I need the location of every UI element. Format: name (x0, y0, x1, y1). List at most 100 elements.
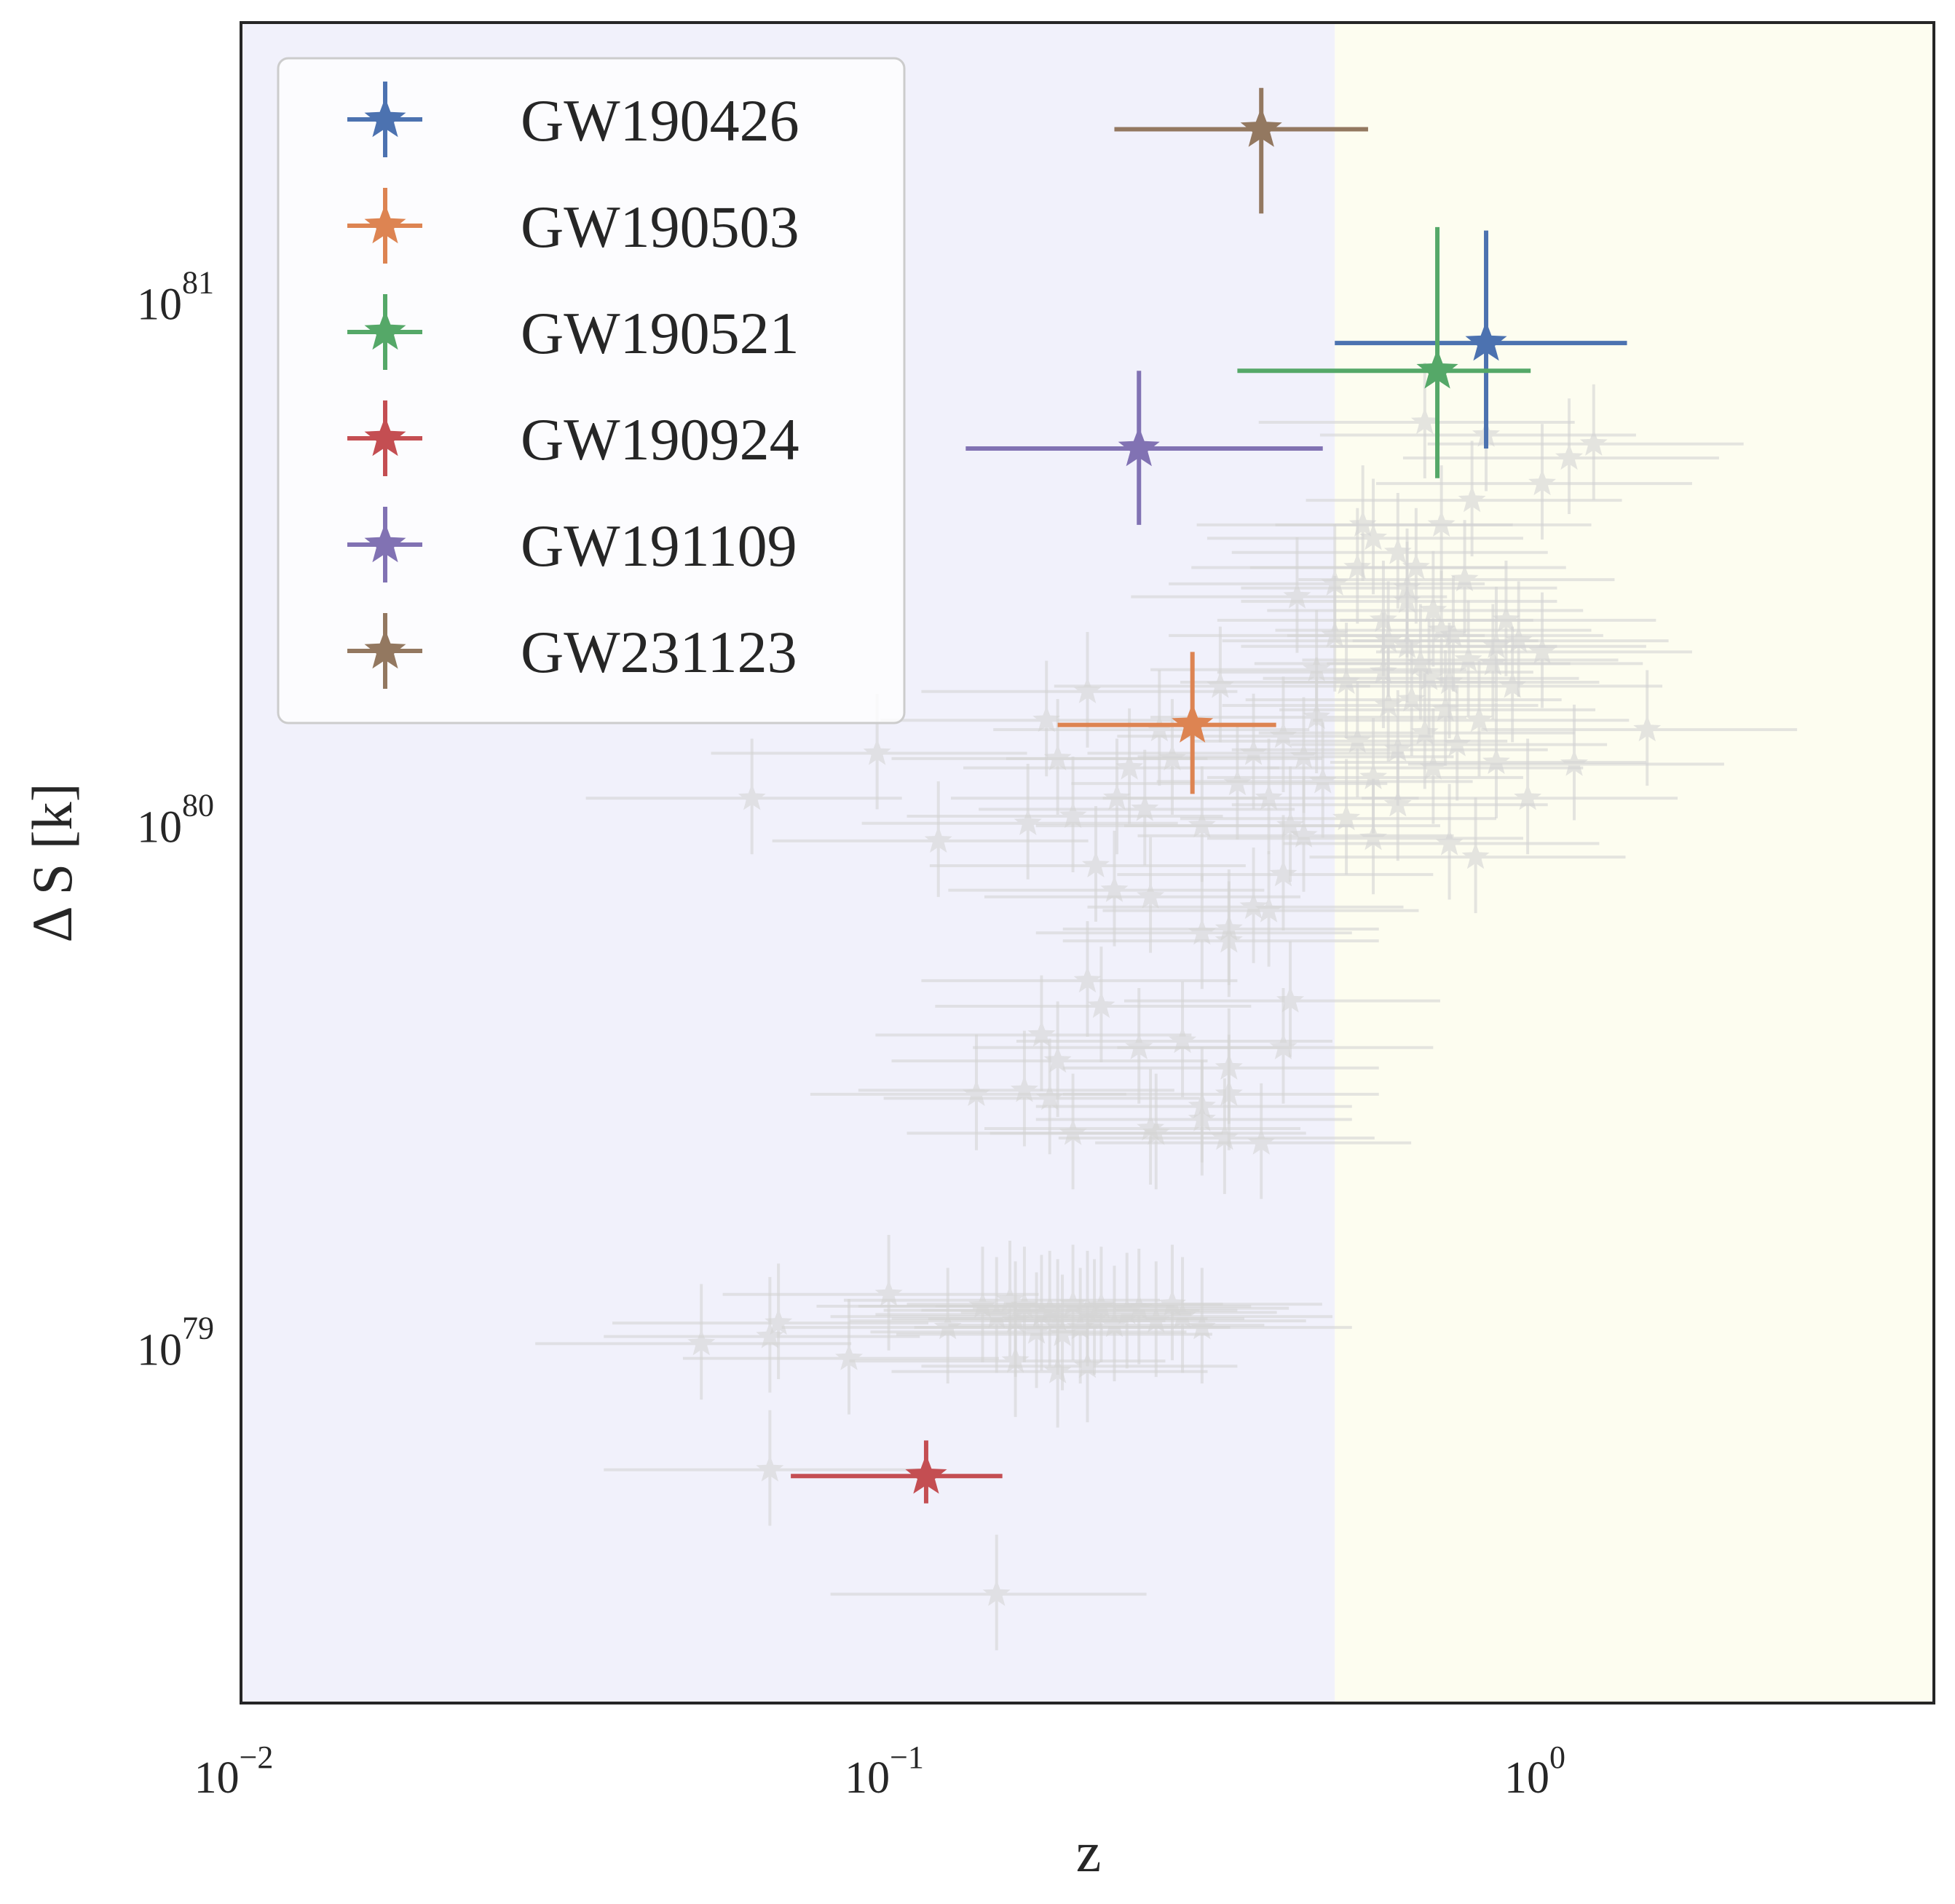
background-event (1095, 1083, 1412, 1199)
background-event-marker (1419, 753, 1448, 780)
background-event-marker (1283, 582, 1311, 609)
legend-swatch-marker (364, 98, 406, 138)
background-event (1327, 604, 1643, 720)
background-event-marker (1343, 726, 1372, 754)
y-axis-label: Δ S [k] (20, 783, 84, 942)
background-event-marker (1073, 1351, 1102, 1378)
background-event-marker (1048, 1319, 1076, 1346)
background-event-marker (1435, 829, 1464, 856)
event-marker (1172, 703, 1214, 743)
background-event (870, 1272, 1187, 1389)
legend-swatch-marker (364, 629, 406, 669)
background-event-marker (1206, 671, 1234, 698)
background-event (1313, 660, 1630, 777)
plot-frame (240, 21, 1935, 1704)
background-event (772, 781, 1089, 897)
background-event (1123, 941, 1440, 1057)
background-event-marker (1514, 783, 1542, 810)
background-event-marker (1001, 1346, 1030, 1373)
background-event (948, 830, 1265, 947)
background-event-marker (1210, 1123, 1239, 1150)
legend-entry-gw191109: GW191109 (347, 507, 797, 582)
background-event-marker (1393, 573, 1421, 600)
event-gw190503 (1057, 652, 1276, 794)
background-event-marker (1528, 469, 1557, 496)
legend-entry-gw231123: GW231123 (347, 613, 797, 689)
legend-label: GW231123 (521, 619, 797, 685)
legend-entry-gw190426: GW190426 (347, 82, 799, 157)
background-event-marker (1043, 1356, 1072, 1383)
background-event-marker (1308, 767, 1337, 794)
background-event-marker (1492, 605, 1520, 632)
background-event (1362, 738, 1678, 855)
background-event-marker (1158, 1289, 1186, 1316)
background-event-marker (1289, 821, 1318, 848)
background-event-marker (1115, 753, 1144, 780)
background-event-marker (1439, 620, 1467, 647)
event-gw231123 (1114, 87, 1368, 214)
background-event-marker (1169, 1027, 1197, 1054)
background-event (1298, 520, 1615, 636)
background-event (883, 1038, 1200, 1155)
background-event-marker (1137, 882, 1165, 909)
event-marker (1240, 107, 1282, 147)
highlighted-events (791, 87, 1627, 1504)
background-event (1217, 612, 1533, 729)
background-event (880, 660, 1197, 777)
background-event-marker (1131, 794, 1159, 821)
event-gw191109 (965, 371, 1323, 525)
legend-swatch-marker (364, 416, 406, 457)
background-event-marker (1081, 850, 1110, 878)
background-event-marker (1303, 655, 1331, 682)
background-event (861, 763, 1178, 880)
background-event (1196, 465, 1513, 581)
background-event (907, 1073, 1223, 1190)
background-event-marker (1397, 685, 1426, 712)
legend-swatch-marker (364, 310, 406, 350)
background-event (682, 1298, 999, 1415)
background-event (1241, 528, 1557, 644)
legend-swatch-marker (364, 523, 406, 563)
x-tick-label: 10−2 (194, 1739, 274, 1803)
background-event-marker (1188, 918, 1216, 945)
event-marker (1416, 349, 1458, 389)
background-event-marker (1145, 715, 1174, 742)
background-event (963, 708, 1280, 824)
background-event (604, 1276, 920, 1393)
legend-entry-gw190521: GW190521 (347, 294, 799, 370)
background-event (1306, 441, 1622, 557)
background-event (535, 1284, 852, 1400)
background-event (1402, 398, 1719, 514)
background-event-marker (1560, 749, 1588, 776)
event-gw190426 (1335, 230, 1627, 449)
background-event-marker (1087, 991, 1115, 1019)
background-event (1222, 646, 1539, 762)
background-event-marker (1383, 537, 1412, 564)
background-event-marker (1032, 706, 1061, 732)
background-event-marker (765, 1308, 793, 1335)
background-event-marker (738, 783, 766, 810)
event-gw190521 (1237, 226, 1531, 478)
background-event (604, 1410, 920, 1526)
background-event-marker (1059, 1118, 1087, 1145)
background-event-marker (1454, 645, 1482, 672)
background-event-marker (1479, 649, 1507, 676)
legend-label: GW190503 (521, 194, 799, 260)
background-event (1279, 650, 1596, 766)
x-tick-label: 100 (1504, 1739, 1565, 1803)
background-event (921, 1306, 1238, 1423)
background-event-marker (1137, 1114, 1165, 1141)
background-event (984, 837, 1301, 953)
background-event-marker (1431, 695, 1460, 722)
background-event (891, 1311, 1208, 1428)
background-event-marker (1461, 842, 1490, 869)
background-event-marker (1579, 429, 1608, 456)
legend-label: GW191109 (521, 513, 797, 579)
legend-label: GW190426 (521, 87, 799, 154)
background-event (1340, 561, 1656, 676)
y-tick-label: 1081 (137, 265, 214, 330)
legend-label: GW190521 (521, 300, 799, 366)
background-event-marker (835, 1343, 863, 1370)
background-event-marker (1255, 783, 1283, 810)
x-tick-label: 10−1 (845, 1739, 924, 1803)
